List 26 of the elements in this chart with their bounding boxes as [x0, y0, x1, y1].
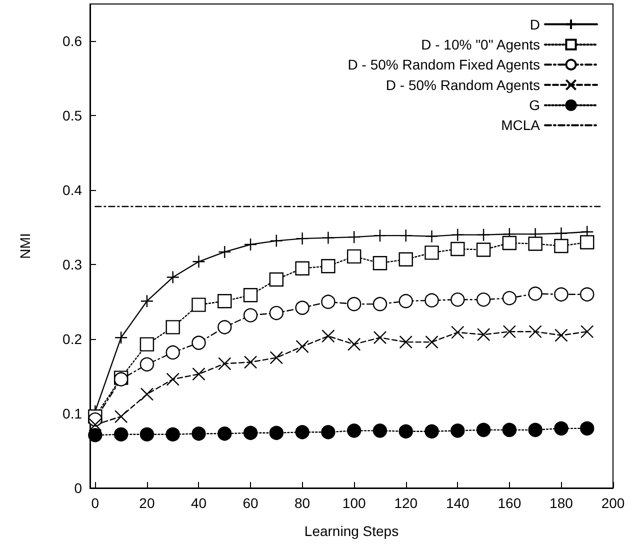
legend-label: D [530, 16, 540, 32]
y-tick-label: 0.1 [62, 406, 82, 422]
x-tick-label: 80 [294, 495, 310, 511]
y-tick-label: 0.2 [62, 331, 82, 348]
x-tick-label: 0 [91, 495, 100, 511]
y-tick-label: 0 [74, 480, 82, 496]
y-tick-label: 0.5 [62, 108, 82, 124]
y-tick-label: 0.6 [62, 33, 82, 50]
legend-label: G [529, 97, 540, 114]
y-tick-label: 0.3 [62, 256, 82, 273]
x-tick-label: 120 [394, 495, 418, 511]
x-axis-title: Learning Steps [304, 523, 399, 539]
x-tick-label: 40 [190, 495, 207, 511]
x-tick-label: 180 [550, 495, 574, 511]
y-axis-title: NMI [17, 233, 33, 259]
legend-label: D - 50% Random Fixed Agents [348, 56, 540, 73]
legend-label: D - 10% "0" Agents [421, 36, 540, 53]
x-tick-label: 140 [446, 495, 470, 511]
y-tick-label: 0.4 [62, 182, 82, 198]
legend-label: MCLA [501, 117, 541, 134]
x-tick-label: 200 [601, 495, 625, 511]
x-tick-label: 100 [342, 495, 366, 511]
x-tick-label: 20 [139, 495, 155, 511]
legend-label: D - 50% Random Agents [386, 76, 540, 93]
x-tick-label: 160 [498, 495, 522, 511]
x-tick-label: 60 [242, 495, 259, 511]
